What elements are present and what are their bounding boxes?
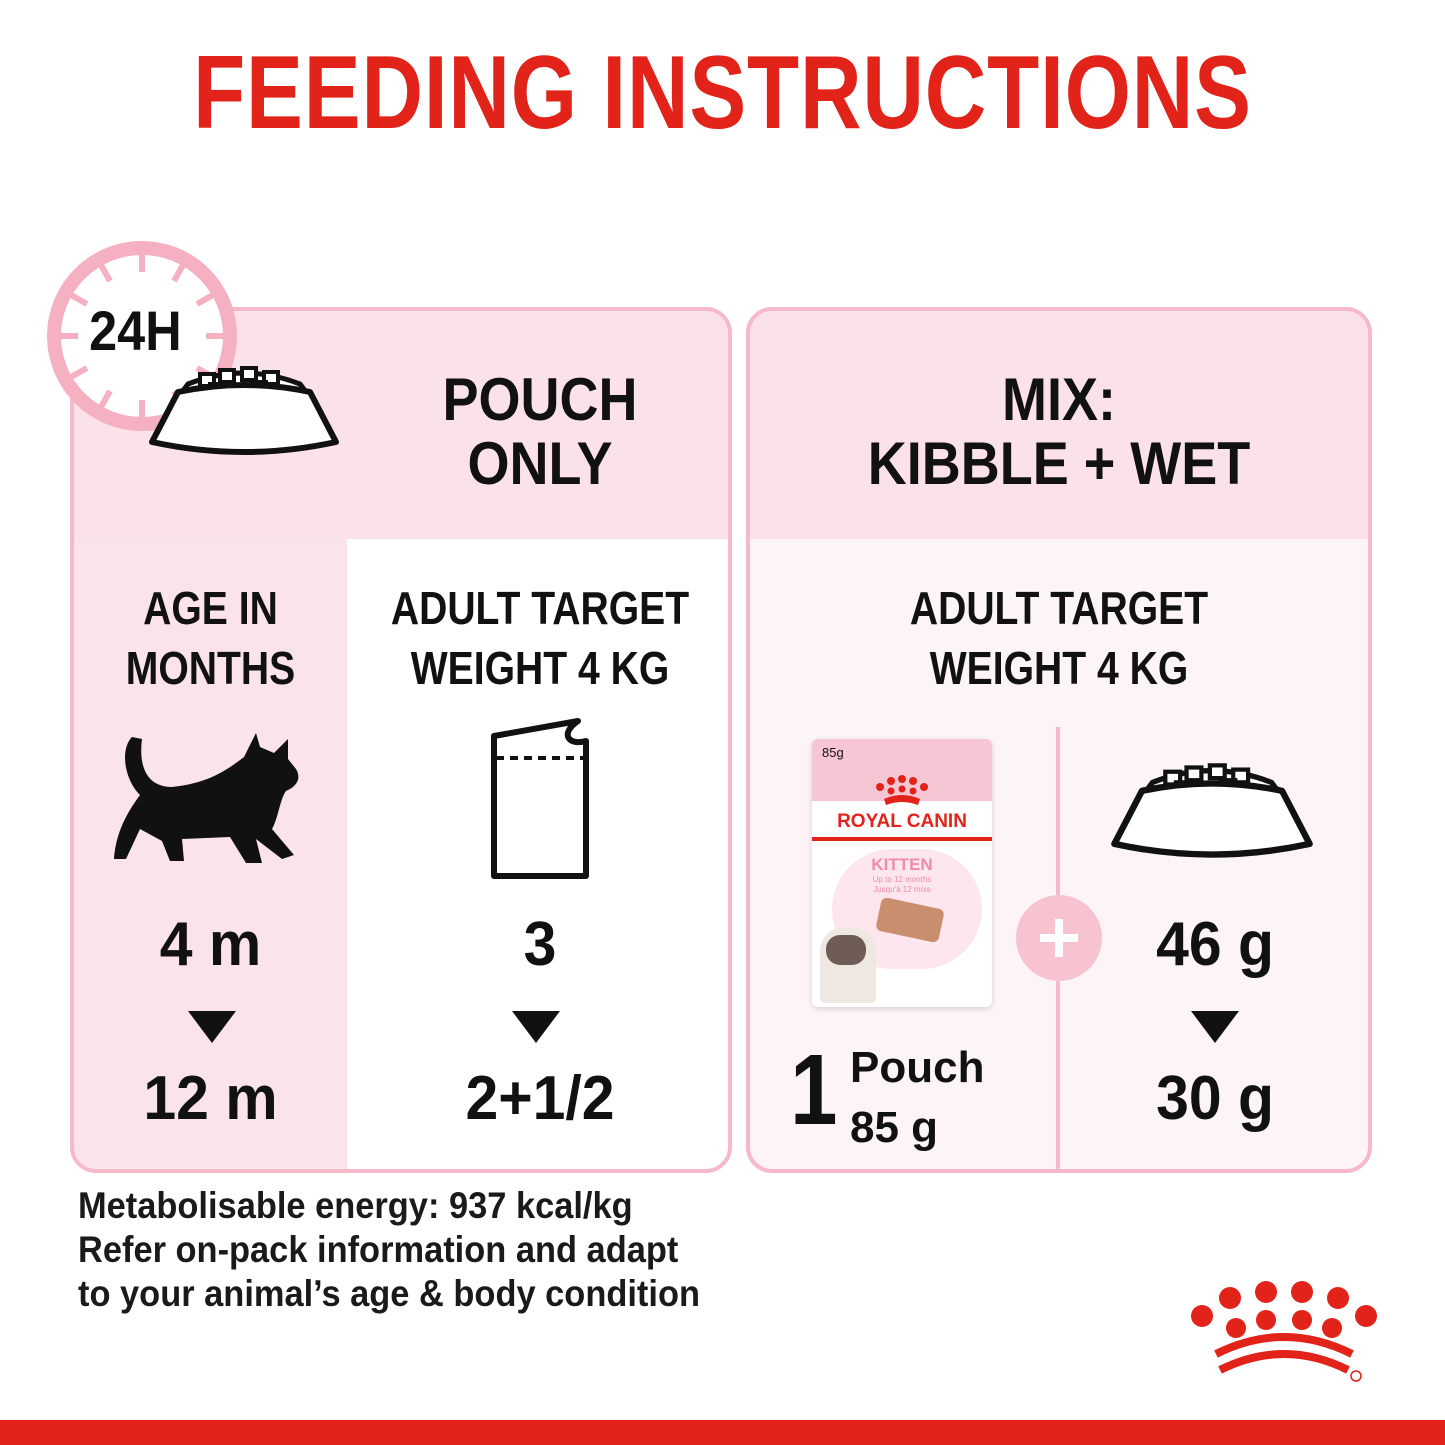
pouch-word: Pouch (850, 1043, 985, 1092)
footer-note: Metabolisable energy: 937 kcal/kg Refer … (78, 1184, 700, 1316)
pouches-from: 3 (523, 910, 557, 979)
age-label-1: AGE IN (143, 582, 278, 634)
mix-weight-label-1: ADULT TARGET (909, 582, 1209, 634)
footer-line-1: Metabolisable energy: 937 kcal/kg (78, 1185, 633, 1226)
down-arrow-icon (512, 1011, 560, 1043)
weight-label-2: WEIGHT 4 KG (410, 642, 670, 694)
down-arrow-icon (1191, 1011, 1239, 1043)
kibble-from: 46 g (1156, 910, 1274, 979)
mix-heading-1: MIX: (1002, 366, 1116, 433)
pouches-to: 2+1/2 (465, 1064, 615, 1133)
clock-label: 24H (89, 299, 182, 362)
plus-icon (1016, 895, 1102, 981)
food-bowl-icon (149, 366, 339, 455)
product-brand: ROYAL CANIN (837, 811, 967, 832)
product-pouch-image: 85g ROYAL CANIN KITTEN Up to 12 months J… (812, 739, 992, 1007)
footer-line-2: Refer on-pack information and adapt (78, 1229, 679, 1270)
pouch-icon (491, 718, 589, 879)
kibble-bowl-icon (1111, 763, 1313, 858)
mix-heading-2: KIBBLE + WET (867, 430, 1251, 497)
kitten-icon (114, 733, 299, 863)
product-name: KITTEN (871, 855, 933, 874)
footer-line-3: to your animal’s age & body condition (78, 1273, 700, 1314)
mix-panel: MIX: KIBBLE + WET ADULT TARGET WEIGHT 4 … (746, 307, 1372, 1173)
product-sub-1: Up to 12 months (872, 875, 932, 884)
age-label-2: MONTHS (125, 642, 296, 694)
product-sub-2: Jusqu'à 12 mois (873, 885, 931, 894)
pouch-only-heading-1: POUCH (442, 366, 638, 433)
age-to: 12 m (143, 1064, 278, 1133)
age-from: 4 m (159, 910, 262, 979)
mix-header (750, 311, 1368, 539)
royal-canin-crown-logo (1191, 1281, 1377, 1382)
brand-bar (0, 1420, 1445, 1445)
down-arrow-icon (188, 1011, 236, 1043)
mix-weight-label-2: WEIGHT 4 KG (929, 642, 1189, 694)
pouch-only-heading-2: ONLY (467, 430, 613, 497)
clock-icon (47, 241, 237, 431)
pouch-count: 1 (790, 1034, 838, 1146)
product-weight: 85g (822, 745, 844, 760)
crown-logo-icon (876, 775, 928, 805)
weight-label-1: ADULT TARGET (390, 582, 690, 634)
page-title: FEEDING INSTRUCTIONS (193, 35, 1252, 151)
kibble-to: 30 g (1156, 1064, 1274, 1133)
pouch-weight: 85 g (850, 1103, 939, 1152)
